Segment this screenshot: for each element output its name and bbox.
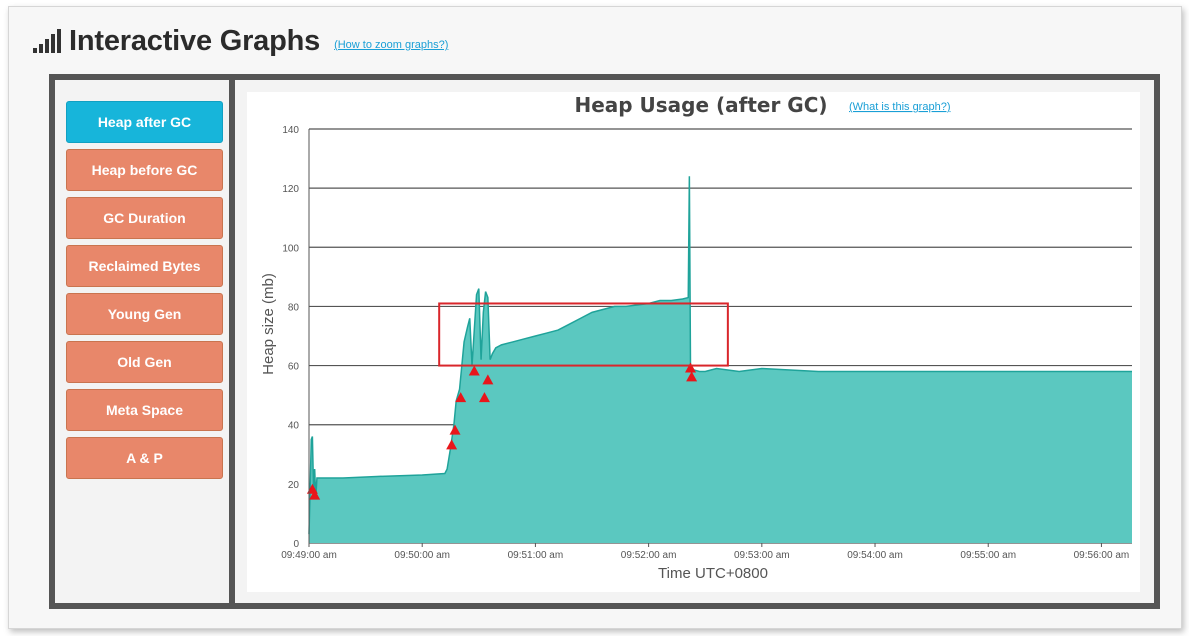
page-header: Interactive Graphs (How to zoom graphs?) bbox=[33, 21, 448, 61]
y-tick-label: 60 bbox=[288, 362, 300, 373]
gc-event-marker[interactable] bbox=[468, 365, 480, 376]
x-tick-label: 09:53:00 am bbox=[734, 550, 790, 561]
heap-usage-chart[interactable]: 0 20 40 60 80 100 120 140 09:49:00 am 09:50:00 am… bbox=[247, 92, 1140, 592]
y-tick-label: 100 bbox=[282, 243, 299, 254]
y-tick-label: 80 bbox=[288, 302, 300, 313]
x-tick-label: 09:49:00 am bbox=[281, 550, 337, 561]
gc-event-marker[interactable] bbox=[309, 489, 321, 500]
tab-meta-space[interactable]: Meta Space bbox=[66, 389, 223, 431]
graph-sidebar: Heap after GC Heap before GC GC Duration… bbox=[55, 80, 235, 603]
tab-reclaimed-bytes[interactable]: Reclaimed Bytes bbox=[66, 245, 223, 287]
heap-line bbox=[308, 176, 1132, 535]
highlight-box bbox=[438, 302, 729, 367]
gc-event-marker[interactable] bbox=[478, 392, 490, 403]
x-tick-label: 09:54:00 am bbox=[847, 550, 903, 561]
y-axis-label: Heap size (mb) bbox=[260, 273, 277, 375]
x-tick-label: 09:56:00 am bbox=[1074, 550, 1130, 561]
signal-bars-icon bbox=[33, 29, 61, 53]
x-tick-label: 09:52:00 am bbox=[621, 550, 677, 561]
y-tick-label: 20 bbox=[288, 480, 300, 491]
zoom-help-link[interactable]: (How to zoom graphs?) bbox=[334, 39, 449, 51]
gc-event-marker[interactable] bbox=[686, 371, 698, 382]
gc-event-marker[interactable] bbox=[685, 362, 697, 373]
tab-gc-duration[interactable]: GC Duration bbox=[66, 197, 223, 239]
tab-young-gen[interactable]: Young Gen bbox=[66, 293, 223, 335]
chart-canvas[interactable]: 0 20 40 60 80 100 120 140 09:49:00 am 09:50:00 am… bbox=[247, 92, 1140, 592]
gc-event-marker[interactable] bbox=[446, 439, 458, 450]
x-tick-label: 09:51:00 am bbox=[508, 550, 564, 561]
chart-title: Heap Usage (after GC) bbox=[574, 93, 827, 117]
y-tick-label: 40 bbox=[288, 421, 300, 432]
x-tick-label: 09:50:00 am bbox=[394, 550, 450, 561]
gc-event-marker[interactable] bbox=[455, 392, 467, 403]
graphs-panel: Heap after GC Heap before GC GC Duration… bbox=[49, 74, 1160, 609]
page-title: Interactive Graphs bbox=[69, 24, 321, 57]
page-frame: Interactive Graphs (How to zoom graphs?)… bbox=[8, 6, 1182, 629]
tab-heap-before-gc[interactable]: Heap before GC bbox=[66, 149, 223, 191]
y-tick-label: 0 bbox=[293, 539, 299, 550]
tab-old-gen[interactable]: Old Gen bbox=[66, 341, 223, 383]
tab-heap-after-gc[interactable]: Heap after GC bbox=[66, 101, 223, 143]
heap-area bbox=[309, 176, 1132, 544]
gc-event-marker[interactable] bbox=[482, 374, 494, 385]
gc-event-marker[interactable] bbox=[449, 424, 461, 435]
y-tick-label: 140 bbox=[282, 125, 299, 136]
graph-help-link[interactable]: (What is this graph?) bbox=[849, 101, 950, 113]
tab-a-and-p[interactable]: A & P bbox=[66, 437, 223, 479]
y-tick-label: 120 bbox=[282, 184, 299, 195]
x-tick-label: 09:55:00 am bbox=[960, 550, 1016, 561]
x-axis-label: Time UTC+0800 bbox=[658, 565, 768, 582]
